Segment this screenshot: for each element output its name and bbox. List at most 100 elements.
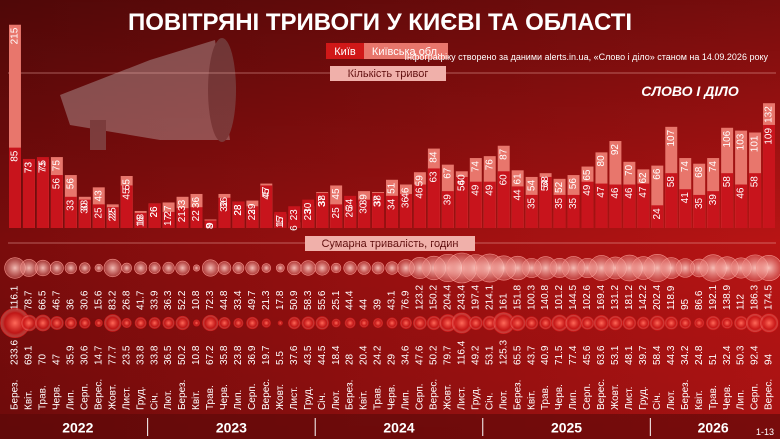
bar	[553, 194, 566, 228]
x-tick-label: Лип.	[401, 390, 412, 410]
bubble	[134, 261, 148, 275]
bubble	[79, 262, 91, 274]
value-label: 71.5	[554, 345, 565, 365]
x-tick-label: Верес.	[764, 379, 775, 410]
bubble	[509, 314, 526, 332]
value-label: 47	[638, 186, 649, 198]
value-label: 17	[275, 214, 286, 226]
bar	[497, 171, 510, 228]
value-label: 101	[750, 135, 761, 152]
value-label: 30	[359, 202, 370, 214]
value-label: 36.3	[163, 290, 174, 310]
bubble	[759, 313, 779, 333]
bubble	[217, 261, 232, 275]
bubble	[385, 261, 399, 275]
value-label: 102.6	[582, 285, 593, 310]
bar	[483, 181, 496, 228]
bar	[232, 201, 245, 228]
value-label: 30.6	[79, 345, 90, 365]
bubble	[64, 261, 77, 275]
bubble	[175, 260, 190, 276]
value-label: 52.2	[177, 290, 188, 310]
value-label: 107	[666, 129, 677, 146]
x-tick-label: Жовт.	[107, 384, 118, 410]
value-label: 24.8	[694, 345, 705, 365]
value-label: 94	[764, 353, 775, 365]
x-tick-label: Лип.	[568, 390, 579, 410]
value-label: 44.5	[317, 345, 328, 365]
bubble	[202, 314, 219, 332]
bar	[204, 220, 217, 228]
value-label: 83.2	[107, 290, 118, 310]
value-label: 161	[498, 293, 509, 310]
legend-label: Київська обл.	[372, 46, 440, 58]
value-label: 58	[666, 176, 677, 188]
bubble	[622, 316, 637, 330]
value-label: 26	[345, 206, 356, 218]
value-label: 202.4	[652, 285, 663, 310]
x-tick-label: Груд.	[135, 386, 146, 410]
value-label: 73	[24, 162, 35, 174]
value-label: 65	[582, 169, 593, 181]
bubble	[373, 317, 384, 329]
x-tick-label: Трав.	[540, 385, 551, 410]
value-label: 62	[638, 172, 649, 184]
bubble	[539, 316, 553, 330]
value-label: 116.1	[10, 285, 21, 310]
value-label: 17.8	[275, 290, 286, 310]
bubble	[386, 317, 398, 329]
subtitle-box	[305, 236, 475, 251]
value-label: 197.4	[470, 285, 481, 310]
x-tick-label: Лют.	[498, 390, 509, 410]
bar	[274, 211, 287, 228]
value-label: 116.4	[456, 340, 467, 365]
value-label: 38	[317, 195, 328, 207]
bubble	[705, 315, 721, 331]
megaphone	[60, 38, 236, 150]
bubble	[679, 317, 692, 329]
bar	[665, 173, 678, 228]
x-tick-label: Берез.	[512, 380, 523, 410]
bubble	[193, 319, 200, 327]
year-label: 2023	[216, 420, 247, 436]
value-label: 41	[680, 192, 691, 204]
bubble	[315, 316, 329, 330]
bar	[330, 204, 343, 228]
value-label: 34.6	[401, 345, 412, 365]
bubble	[357, 261, 371, 275]
bubble	[288, 316, 301, 330]
value-label: 215	[10, 27, 21, 44]
year-label: 2022	[62, 420, 93, 436]
bar	[176, 208, 189, 228]
bar	[260, 185, 273, 228]
value-label: 33.9	[149, 290, 160, 310]
value-label: 151.8	[512, 285, 523, 310]
value-label: 112	[736, 294, 747, 310]
value-label: 95	[680, 298, 691, 310]
subtitle-box	[330, 66, 446, 81]
value-label: 150.2	[429, 285, 440, 310]
value-label: 43.1	[387, 290, 398, 310]
value-label: 26.8	[121, 290, 132, 310]
value-label: 27	[163, 205, 174, 217]
value-label: 44.3	[666, 345, 677, 365]
value-label: 34	[345, 198, 356, 210]
x-tick-label: Лют.	[666, 390, 677, 410]
value-label: 77.7	[107, 345, 118, 365]
value-label: 63.6	[596, 345, 607, 365]
value-label: 54	[526, 180, 537, 192]
bubble	[175, 315, 190, 331]
bubble	[134, 317, 147, 329]
value-label: 22	[191, 210, 202, 222]
value-label: 92.4	[750, 345, 761, 365]
bubble	[344, 317, 356, 329]
value-label: 65.5	[512, 345, 523, 365]
bubble	[232, 262, 245, 274]
x-tick-label: Груд.	[638, 386, 649, 410]
bar	[386, 195, 398, 228]
x-tick-label: Жовт.	[442, 384, 453, 410]
x-tick-label: Трав.	[708, 385, 719, 410]
value-label: 21	[177, 211, 188, 223]
value-label: 20.4	[359, 345, 370, 365]
bar	[148, 203, 161, 228]
